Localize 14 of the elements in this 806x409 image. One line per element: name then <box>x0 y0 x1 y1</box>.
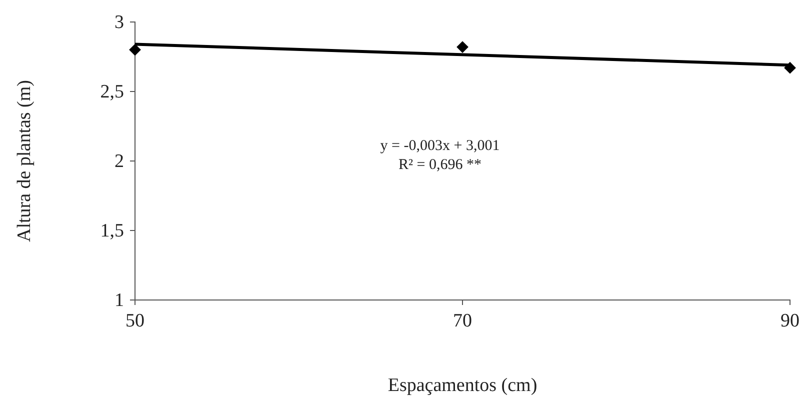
annotation: y = -0,003x + 3,001 <box>380 138 500 154</box>
point <box>129 44 141 56</box>
y-axis-title: Altura de plantas (m) <box>14 80 35 242</box>
y-tick-label: 2 <box>114 151 124 172</box>
y-tick-label: 3 <box>114 12 124 34</box>
y-tick-label: 2,5 <box>100 82 124 103</box>
x-tick-label: 50 <box>126 310 144 332</box>
point <box>456 41 468 53</box>
x-tick-label: 70 <box>453 310 472 332</box>
y-tick-label: 1 <box>114 290 124 312</box>
annotation: R² = 0,696 ** <box>398 157 482 173</box>
y-tick-label: 1,5 <box>100 220 124 242</box>
x-tick-label: 90 <box>780 310 800 332</box>
x-axis-title: Espaçamentos (cm) <box>388 375 538 396</box>
